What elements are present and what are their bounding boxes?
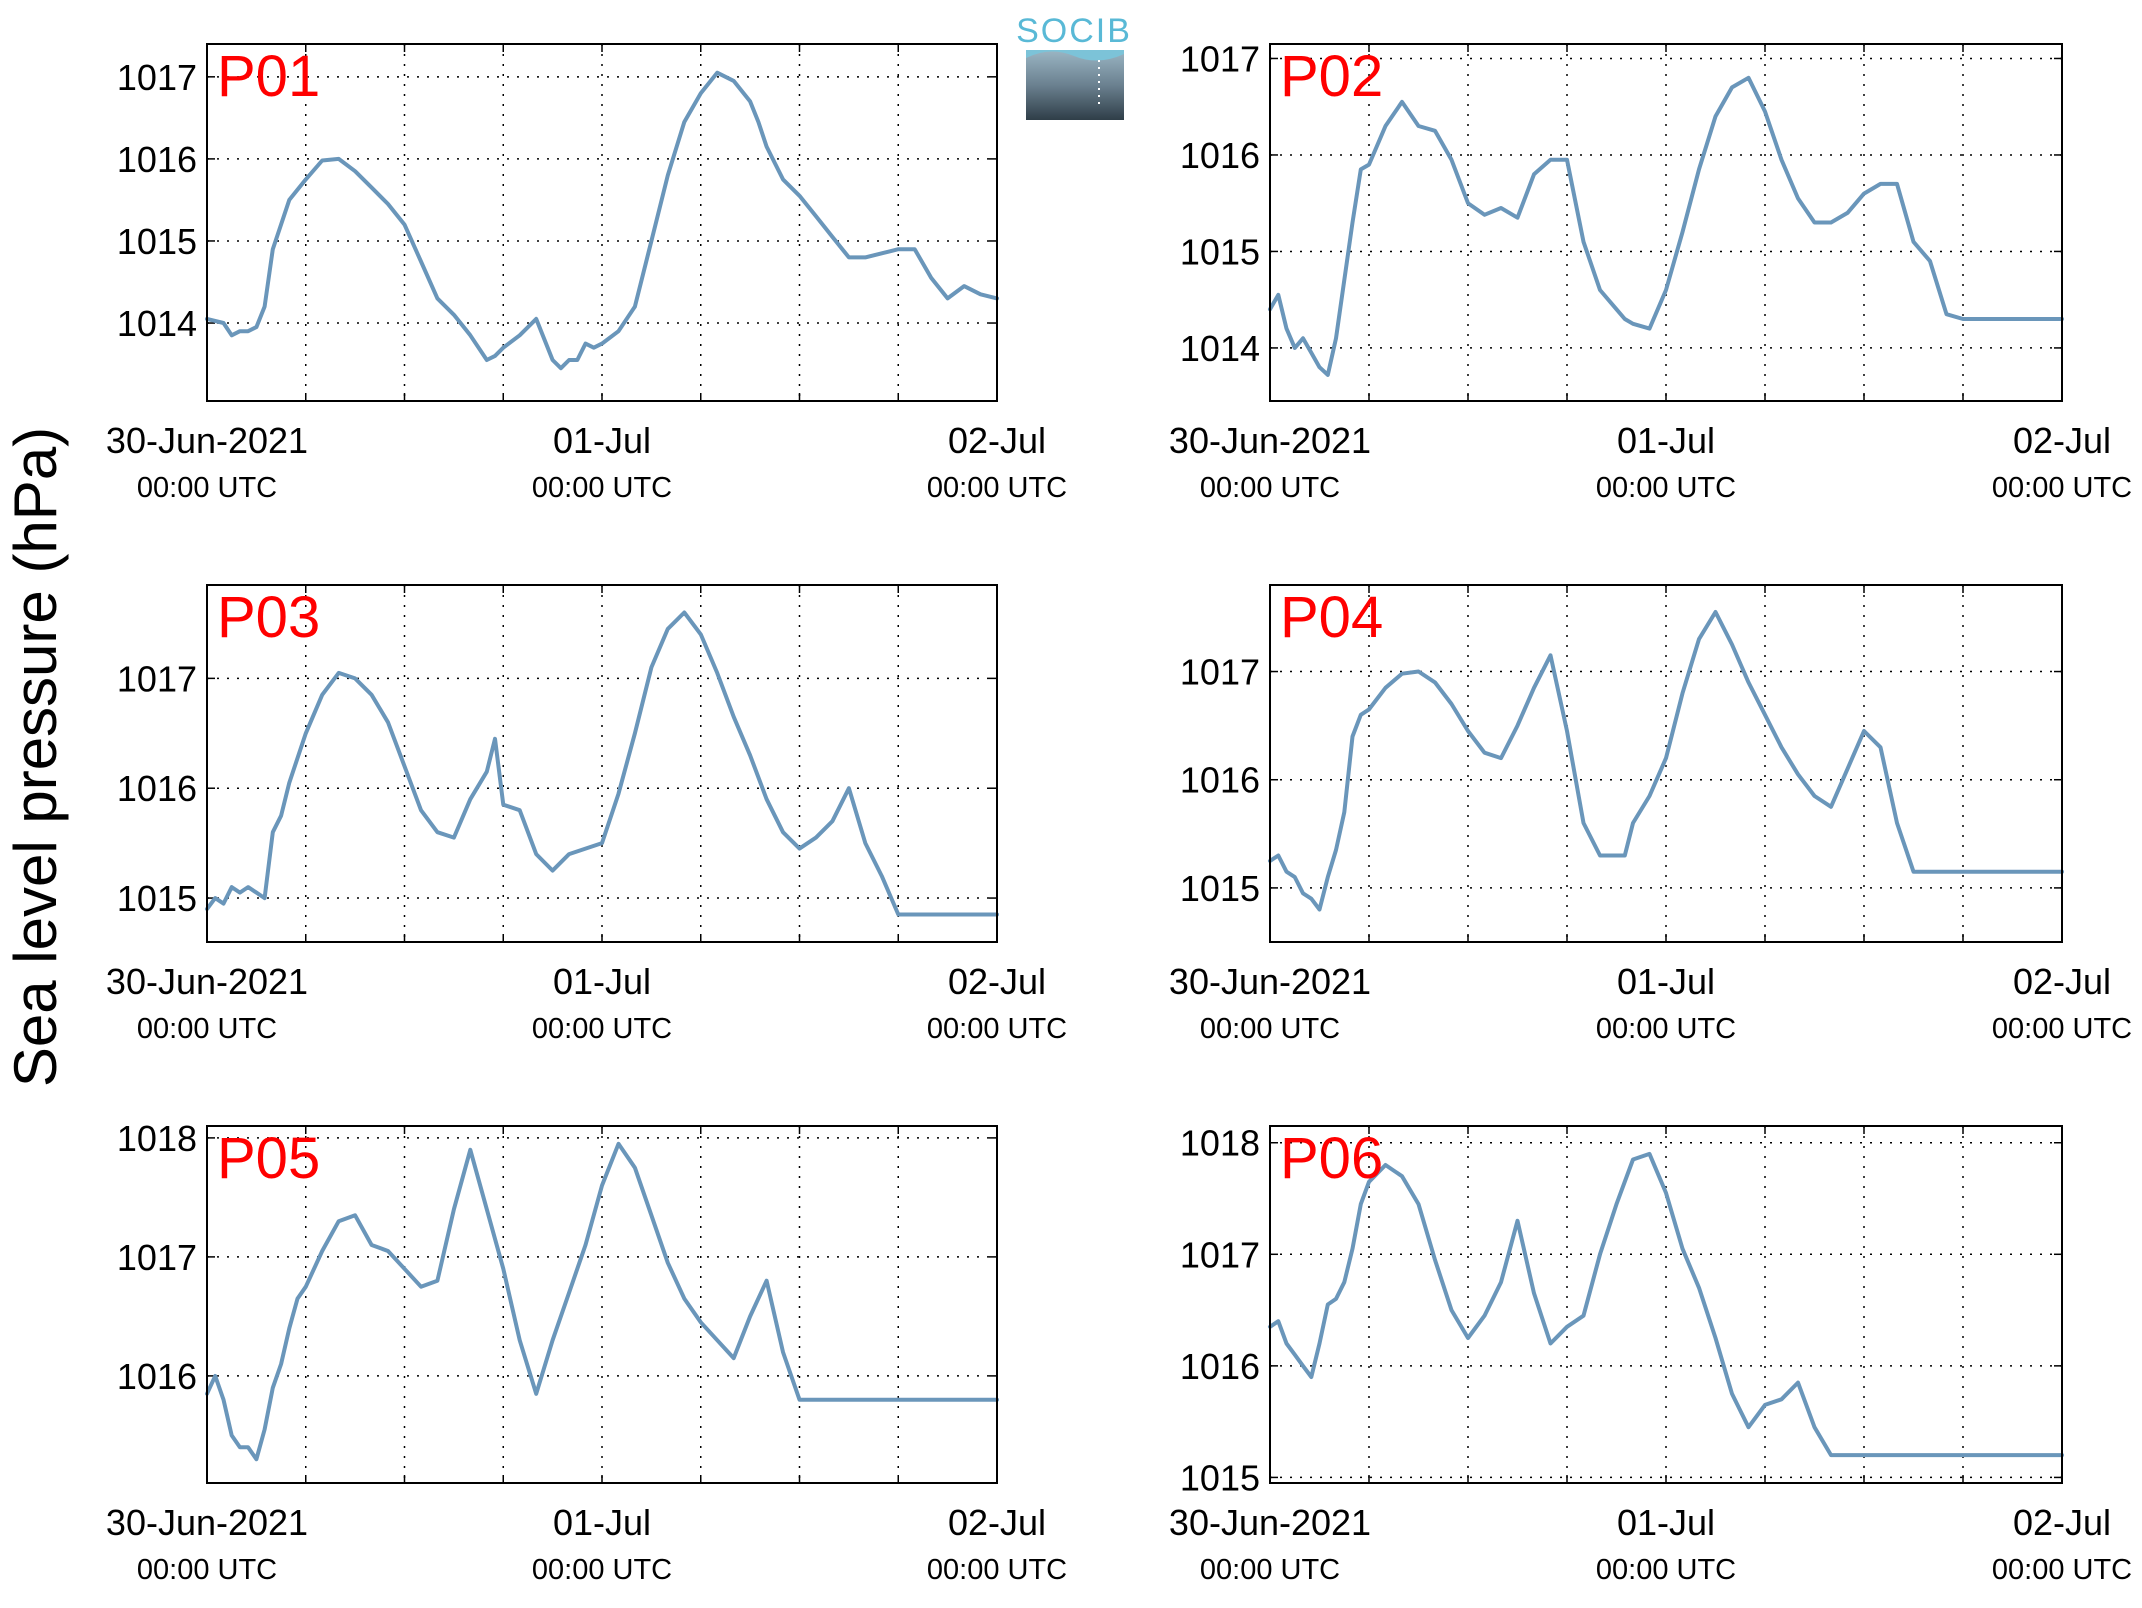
- x-tick-sublabel: 00:00 UTC: [1596, 1554, 1736, 1586]
- x-tick-label: 01-Jul: [1617, 961, 1715, 1002]
- x-tick-sublabel: 00:00 UTC: [137, 472, 277, 504]
- x-tick-sublabel: 00:00 UTC: [137, 1013, 277, 1045]
- y-tick-label: 1016: [1180, 135, 1260, 176]
- y-tick-label: 1017: [117, 1237, 197, 1278]
- x-tick-sublabel: 00:00 UTC: [532, 1013, 672, 1045]
- x-tick-label: 01-Jul: [1617, 420, 1715, 461]
- x-tick-sublabel: 00:00 UTC: [927, 1013, 1067, 1045]
- pressure-series-line: [1268, 1151, 2064, 1458]
- y-tick-label: 1016: [117, 768, 197, 809]
- panel-label: P01: [217, 44, 320, 109]
- x-tick-label: 30-Jun-2021: [1169, 420, 1371, 461]
- panel-p02: 1014 1015 1016 1017 P02 30-Jun-2021 00:00 UTC 0…: [1169, 38, 2132, 504]
- y-tick-label: 1015: [1180, 1457, 1260, 1498]
- axes-frame: [1269, 1125, 2063, 1484]
- x-tick-label: 02-Jul: [948, 961, 1046, 1002]
- x-tick-sublabel: 00:00 UTC: [137, 1554, 277, 1586]
- pressure-series-line: [1268, 75, 2064, 377]
- x-tick-sublabel: 00:00 UTC: [1992, 1554, 2132, 1586]
- y-tick-label: 1017: [117, 57, 197, 98]
- y-tick-label: 1017: [1180, 38, 1260, 79]
- x-tick-label: 02-Jul: [948, 1502, 1046, 1543]
- x-tick-sublabel: 00:00 UTC: [1992, 1013, 2132, 1045]
- x-tick-sublabel: 00:00 UTC: [1200, 1554, 1340, 1586]
- panels: 1014 1015 1016 1017 P01 30-Jun-2021 00:00 UTC 0…: [106, 38, 2132, 1586]
- axes-frame: [206, 1125, 998, 1484]
- panel-p01: 1014 1015 1016 1017 P01 30-Jun-2021 00:00 UTC 0…: [106, 43, 1067, 504]
- x-tick-label: 30-Jun-2021: [1169, 1502, 1371, 1543]
- panel-p03: 1015 1016 1017 P03 30-Jun-2021 00:00 UTC 01-Ju…: [106, 584, 1067, 1045]
- panel-p04: 1015 1016 1017 P04 30-Jun-2021 00:00 UTC 01-Ju…: [1169, 584, 2132, 1045]
- y-tick-label: 1017: [117, 658, 197, 699]
- panel-label: P05: [217, 1126, 320, 1191]
- x-tick-label: 02-Jul: [2013, 420, 2111, 461]
- panel-p06: 1015 1016 1017 1018 P06 30-Jun-2021 00:00 UTC 0…: [1169, 1123, 2132, 1586]
- x-tick-label: 30-Jun-2021: [106, 961, 308, 1002]
- y-tick-label: 1016: [117, 139, 197, 180]
- x-tick-sublabel: 00:00 UTC: [1200, 1013, 1340, 1045]
- x-tick-label: 02-Jul: [2013, 1502, 2111, 1543]
- x-tick-sublabel: 00:00 UTC: [532, 1554, 672, 1586]
- x-tick-label: 01-Jul: [553, 420, 651, 461]
- socib-logo-wave: [1026, 50, 1124, 61]
- socib-logo: SOCIB: [1016, 12, 1132, 120]
- panel-label: P06: [1280, 1126, 1383, 1191]
- panel-p05: 1016 1017 1018 P05 30-Jun-2021 00:00 UTC 01-Ju…: [106, 1118, 1067, 1586]
- x-tick-sublabel: 00:00 UTC: [1596, 1013, 1736, 1045]
- pressure-series-line: [1268, 610, 2064, 912]
- axes-frame: [206, 43, 998, 402]
- y-tick-label: 1018: [1180, 1123, 1260, 1164]
- y-tick-label: 1016: [1180, 760, 1260, 801]
- x-tick-label: 02-Jul: [948, 420, 1046, 461]
- panel-label: P02: [1280, 44, 1383, 109]
- x-tick-label: 02-Jul: [2013, 961, 2111, 1002]
- y-tick-label: 1016: [1180, 1346, 1260, 1387]
- socib-logo-block: [1026, 50, 1124, 120]
- pressure-series-line: [205, 1141, 999, 1462]
- y-tick-label: 1017: [1180, 652, 1260, 693]
- y-tick-label: 1014: [117, 303, 197, 344]
- x-tick-label: 30-Jun-2021: [1169, 961, 1371, 1002]
- y-tick-label: 1017: [1180, 1234, 1260, 1275]
- socib-logo-text: SOCIB: [1016, 12, 1132, 50]
- x-tick-label: 01-Jul: [553, 1502, 651, 1543]
- x-tick-sublabel: 00:00 UTC: [1596, 472, 1736, 504]
- y-tick-label: 1015: [1180, 868, 1260, 909]
- x-tick-label: 01-Jul: [553, 961, 651, 1002]
- y-tick-label: 1015: [1180, 231, 1260, 272]
- x-tick-sublabel: 00:00 UTC: [927, 1554, 1067, 1586]
- axes-frame: [1269, 584, 2063, 943]
- x-tick-label: 30-Jun-2021: [106, 1502, 308, 1543]
- y-tick-label: 1014: [1180, 328, 1260, 369]
- pressure-series-line: [205, 70, 999, 371]
- y-tick-label: 1016: [117, 1356, 197, 1397]
- x-tick-sublabel: 00:00 UTC: [927, 472, 1067, 504]
- x-tick-sublabel: 00:00 UTC: [1992, 472, 2132, 504]
- axes-frame: [1269, 43, 2063, 402]
- x-tick-label: 30-Jun-2021: [106, 420, 308, 461]
- panel-label: P04: [1280, 585, 1383, 650]
- y-tick-label: 1015: [117, 878, 197, 919]
- y-tick-label: 1018: [117, 1118, 197, 1159]
- axes-frame: [206, 584, 998, 943]
- y-axis-label: Sea level pressure (hPa): [2, 427, 69, 1087]
- x-tick-label: 01-Jul: [1617, 1502, 1715, 1543]
- pressure-series-line: [205, 610, 999, 917]
- panel-label: P03: [217, 585, 320, 650]
- x-tick-sublabel: 00:00 UTC: [1200, 472, 1340, 504]
- x-tick-sublabel: 00:00 UTC: [532, 472, 672, 504]
- y-tick-label: 1015: [117, 221, 197, 262]
